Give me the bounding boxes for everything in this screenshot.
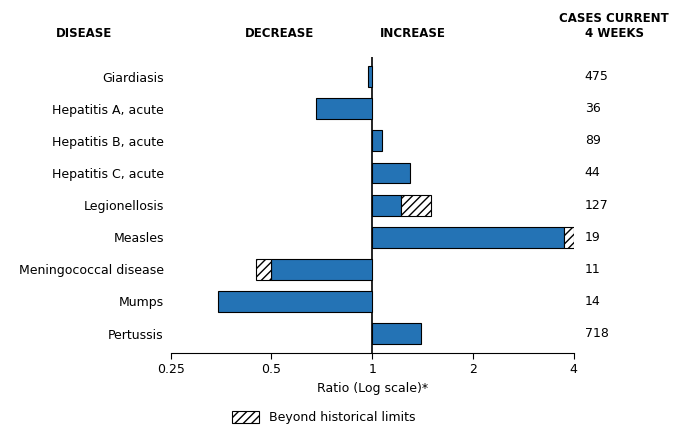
Text: INCREASE: INCREASE [380, 26, 445, 40]
Bar [401, 194, 431, 216]
Text: DISEASE: DISEASE [56, 26, 112, 40]
Bar [372, 163, 410, 183]
Text: 718: 718 [585, 327, 609, 340]
Legend: Beyond historical limits: Beyond historical limits [227, 406, 421, 429]
Bar [368, 66, 372, 87]
Bar [272, 259, 372, 280]
Bar [372, 323, 421, 344]
Text: 44: 44 [585, 166, 600, 179]
Text: 89: 89 [585, 135, 601, 147]
Text: CASES CURRENT
4 WEEKS: CASES CURRENT 4 WEEKS [559, 11, 669, 40]
Bar [316, 98, 372, 119]
Bar [256, 259, 272, 280]
Text: DECREASE: DECREASE [245, 26, 314, 40]
Text: 36: 36 [585, 102, 600, 115]
Bar [372, 194, 401, 216]
Bar [372, 131, 382, 151]
Bar [564, 227, 574, 247]
X-axis label: Ratio (Log scale)*: Ratio (Log scale)* [317, 382, 428, 395]
Text: 127: 127 [585, 198, 609, 212]
Text: 14: 14 [585, 295, 600, 308]
Text: 19: 19 [585, 231, 600, 244]
Text: 475: 475 [585, 70, 609, 83]
Text: 11: 11 [585, 263, 600, 276]
Bar [372, 227, 564, 247]
Bar [218, 291, 372, 312]
